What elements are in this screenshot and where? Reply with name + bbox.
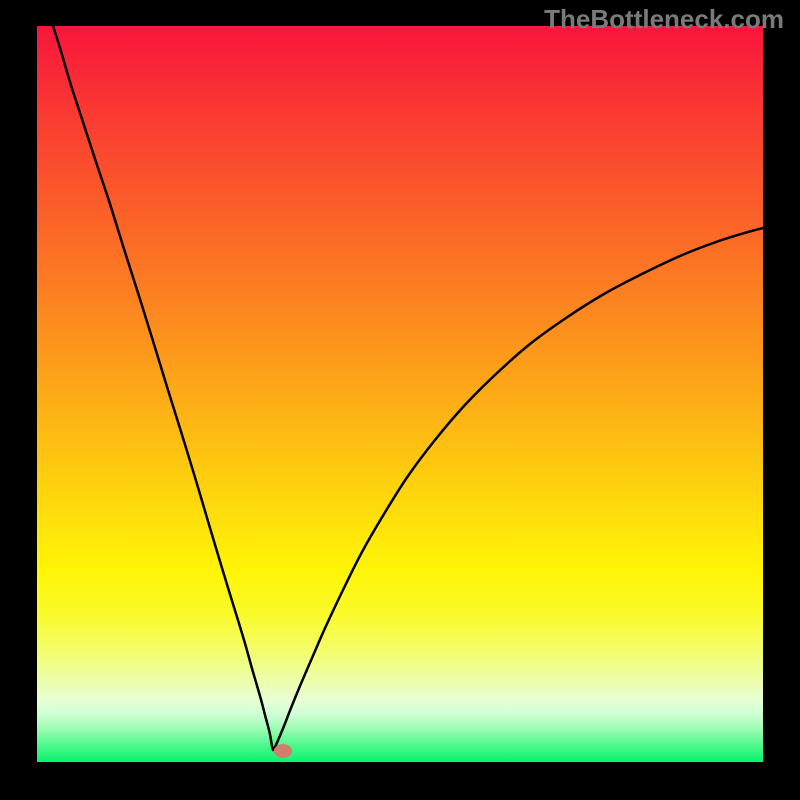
chart-container: TheBottleneck.com xyxy=(0,0,800,800)
curve-overlay xyxy=(0,0,800,800)
watermark: TheBottleneck.com xyxy=(544,4,784,35)
curve-right xyxy=(273,228,763,750)
curve-left xyxy=(53,26,273,749)
marker-dot xyxy=(274,744,292,758)
